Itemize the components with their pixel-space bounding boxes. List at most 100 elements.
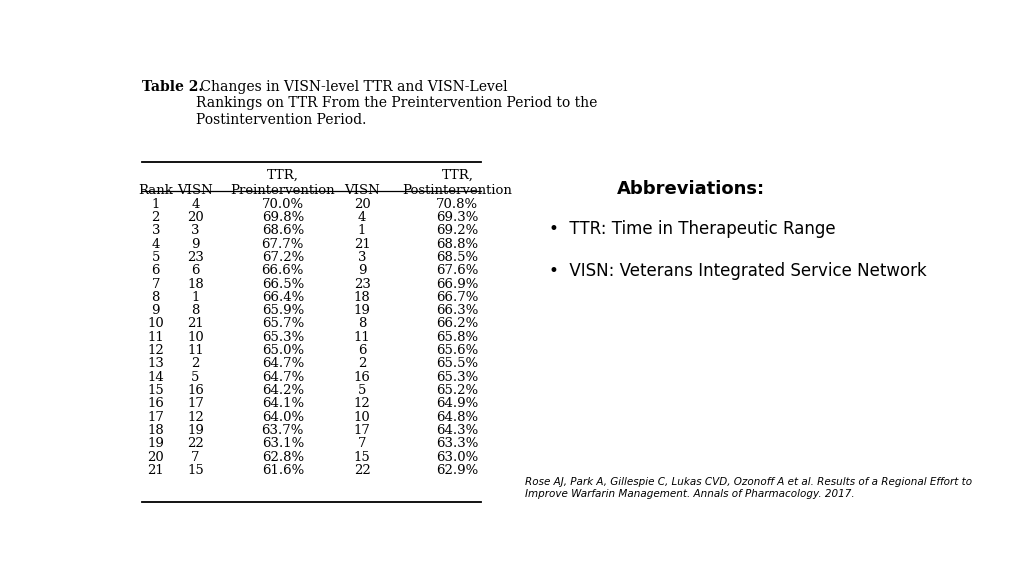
Text: 10: 10 (353, 411, 371, 423)
Text: Rose AJ, Park A, Gillespie C, Lukas CVD, Ozonoff A et al. Results of a Regional : Rose AJ, Park A, Gillespie C, Lukas CVD,… (524, 477, 972, 499)
Text: 5: 5 (191, 371, 200, 384)
Text: 12: 12 (353, 397, 371, 410)
Text: •  TTR: Time in Therapeutic Range: • TTR: Time in Therapeutic Range (549, 220, 836, 238)
Text: 21: 21 (147, 464, 164, 477)
Text: 10: 10 (187, 331, 204, 344)
Text: Preintervention: Preintervention (230, 184, 335, 198)
Text: 6: 6 (191, 264, 200, 277)
Text: 70.8%: 70.8% (436, 198, 478, 211)
Text: 64.7%: 64.7% (261, 371, 304, 384)
Text: 2: 2 (152, 211, 160, 224)
Text: 66.9%: 66.9% (436, 278, 478, 290)
Text: 65.6%: 65.6% (436, 344, 478, 357)
Text: VISN: VISN (177, 184, 213, 198)
Text: 65.5%: 65.5% (436, 357, 478, 370)
Text: 63.1%: 63.1% (261, 437, 304, 450)
Text: 65.3%: 65.3% (436, 371, 478, 384)
Text: 6: 6 (357, 344, 367, 357)
Text: 18: 18 (187, 278, 204, 290)
Text: 61.6%: 61.6% (261, 464, 304, 477)
Text: 7: 7 (357, 437, 367, 450)
Text: 22: 22 (353, 464, 371, 477)
Text: 64.7%: 64.7% (261, 357, 304, 370)
Text: 65.9%: 65.9% (261, 304, 304, 317)
Text: 21: 21 (187, 317, 204, 331)
Text: 63.3%: 63.3% (436, 437, 478, 450)
Text: 4: 4 (358, 211, 367, 224)
Text: 69.2%: 69.2% (436, 225, 478, 237)
Text: 63.7%: 63.7% (261, 424, 304, 437)
Text: 69.3%: 69.3% (436, 211, 478, 224)
Text: 67.2%: 67.2% (261, 251, 304, 264)
Text: 64.9%: 64.9% (436, 397, 478, 410)
Text: 3: 3 (357, 251, 367, 264)
Text: 15: 15 (353, 450, 371, 464)
Text: Changes in VISN-level TTR and VISN-Level
Rankings on TTR From the Preinterventio: Changes in VISN-level TTR and VISN-Level… (197, 80, 598, 127)
Text: 67.7%: 67.7% (261, 238, 304, 251)
Text: 68.5%: 68.5% (436, 251, 478, 264)
Text: 21: 21 (353, 238, 371, 251)
Text: 2: 2 (191, 357, 200, 370)
Text: 19: 19 (187, 424, 204, 437)
Text: 4: 4 (191, 198, 200, 211)
Text: Rank: Rank (138, 184, 173, 198)
Text: 70.0%: 70.0% (262, 198, 304, 211)
Text: 23: 23 (353, 278, 371, 290)
Text: 13: 13 (147, 357, 164, 370)
Text: 20: 20 (187, 211, 204, 224)
Text: 17: 17 (147, 411, 164, 423)
Text: 64.1%: 64.1% (262, 397, 304, 410)
Text: Postintervention: Postintervention (402, 184, 512, 198)
Text: 67.6%: 67.6% (436, 264, 478, 277)
Text: 68.8%: 68.8% (436, 238, 478, 251)
Text: 68.6%: 68.6% (261, 225, 304, 237)
Text: 11: 11 (147, 331, 164, 344)
Text: 17: 17 (353, 424, 371, 437)
Text: 66.5%: 66.5% (261, 278, 304, 290)
Text: 66.2%: 66.2% (436, 317, 478, 331)
Text: 8: 8 (358, 317, 367, 331)
Text: 1: 1 (358, 225, 367, 237)
Text: 15: 15 (187, 464, 204, 477)
Text: 66.4%: 66.4% (261, 291, 304, 304)
Text: 11: 11 (187, 344, 204, 357)
Text: 16: 16 (147, 397, 164, 410)
Text: TTR,: TTR, (441, 169, 473, 182)
Text: 19: 19 (353, 304, 371, 317)
Text: 65.3%: 65.3% (261, 331, 304, 344)
Text: 65.8%: 65.8% (436, 331, 478, 344)
Text: 7: 7 (191, 450, 200, 464)
Text: 18: 18 (353, 291, 371, 304)
Text: Table 2.: Table 2. (142, 80, 204, 94)
Text: 63.0%: 63.0% (436, 450, 478, 464)
Text: 62.8%: 62.8% (262, 450, 304, 464)
Text: 18: 18 (147, 424, 164, 437)
Text: 20: 20 (147, 450, 164, 464)
Text: 65.7%: 65.7% (261, 317, 304, 331)
Text: 64.8%: 64.8% (436, 411, 478, 423)
Text: 1: 1 (152, 198, 160, 211)
Text: 1: 1 (191, 291, 200, 304)
Text: VISN: VISN (344, 184, 380, 198)
Text: 66.7%: 66.7% (436, 291, 478, 304)
Text: 64.2%: 64.2% (262, 384, 304, 397)
Text: 69.8%: 69.8% (261, 211, 304, 224)
Text: TTR,: TTR, (267, 169, 299, 182)
Text: 9: 9 (191, 238, 200, 251)
Text: •  VISN: Veterans Integrated Service Network: • VISN: Veterans Integrated Service Netw… (549, 262, 927, 280)
Text: 3: 3 (191, 225, 200, 237)
Text: 64.3%: 64.3% (436, 424, 478, 437)
Text: 11: 11 (353, 331, 371, 344)
Text: 6: 6 (152, 264, 160, 277)
Text: 14: 14 (147, 371, 164, 384)
Text: Abbreviations:: Abbreviations: (617, 180, 766, 198)
Text: 66.3%: 66.3% (436, 304, 478, 317)
Text: 65.0%: 65.0% (262, 344, 304, 357)
Text: 8: 8 (191, 304, 200, 317)
Text: 19: 19 (147, 437, 164, 450)
Text: 66.6%: 66.6% (261, 264, 304, 277)
Text: 3: 3 (152, 225, 160, 237)
Text: 10: 10 (147, 317, 164, 331)
Text: 7: 7 (152, 278, 160, 290)
Text: 22: 22 (187, 437, 204, 450)
